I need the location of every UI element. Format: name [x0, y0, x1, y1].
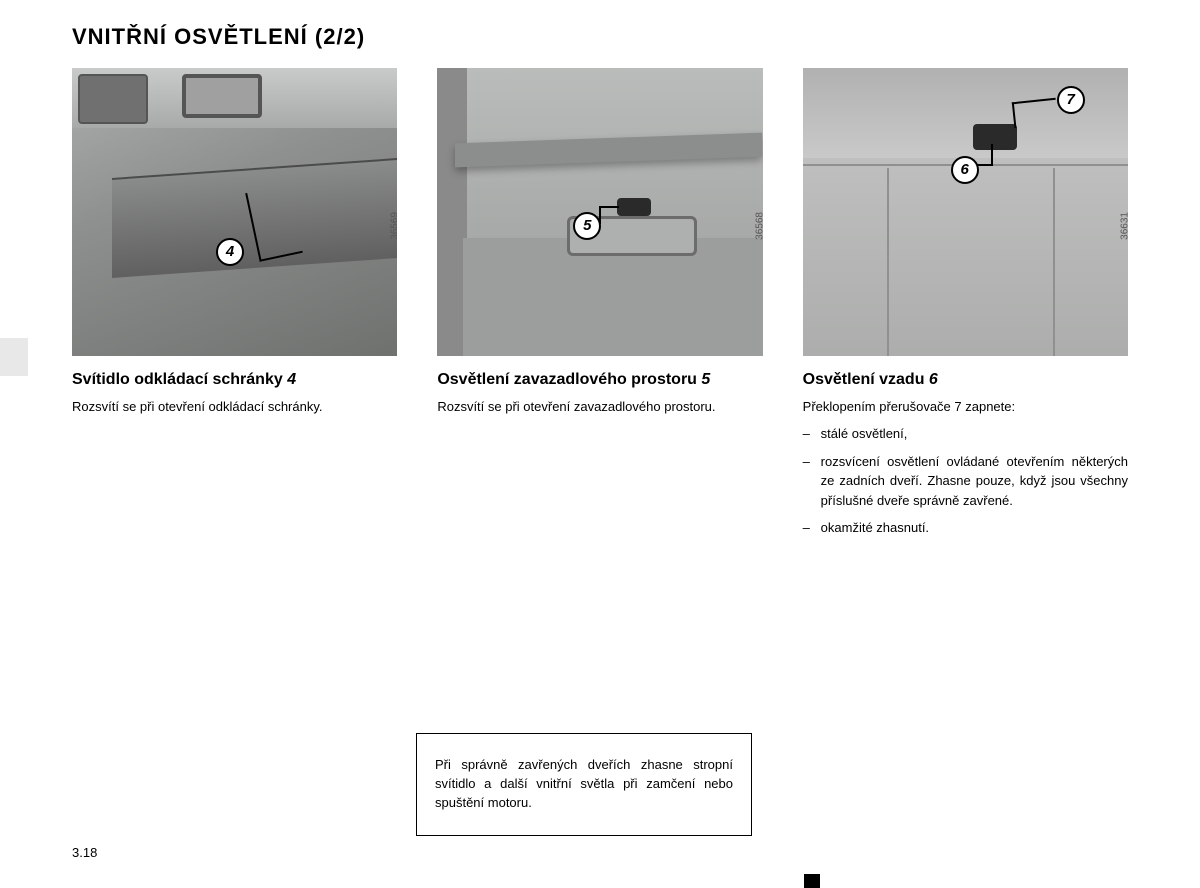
- list-item-text: okamžité zhasnutí.: [821, 518, 1128, 538]
- body-glovebox: Rozsvítí se při otevření odkládací schrá…: [72, 398, 397, 416]
- callout-4: 4: [216, 238, 244, 266]
- page-title: VNITŘNÍ OSVĚTLENÍ (2/2): [72, 24, 1128, 50]
- heading-num: 6: [929, 371, 938, 388]
- list-item: –okamžité zhasnutí.: [803, 518, 1128, 538]
- callout-6: 6: [951, 156, 979, 184]
- heading-num: 5: [701, 371, 710, 388]
- image-ref: 36568: [754, 212, 763, 240]
- note-box: Při správně zavřených dveřích zhasne str…: [416, 733, 752, 836]
- heading-text: Osvětlení zavazadlového prostoru: [437, 371, 701, 388]
- list-item-text: rozsvícení osvětlení ovládané otevřením …: [821, 452, 1128, 511]
- column-glovebox: 36569 4 Svítidlo odkládací schránky 4 Ro…: [72, 68, 397, 546]
- heading-text: Osvětlení vzadu: [803, 371, 929, 388]
- callout-7: 7: [1057, 86, 1085, 114]
- figure-luggage: 36568 5: [437, 68, 762, 356]
- heading-luggage: Osvětlení zavazadlového prostoru 5: [437, 370, 762, 390]
- side-tab: [0, 338, 28, 376]
- content-columns: 36569 4 Svítidlo odkládací schránky 4 Ro…: [72, 68, 1128, 546]
- figure-glovebox: 36569 4: [72, 68, 397, 356]
- image-ref: 36631: [1119, 212, 1128, 240]
- list-item: –stálé osvětlení,: [803, 424, 1128, 444]
- heading-glovebox: Svítidlo odkládací schránky 4: [72, 370, 397, 390]
- image-ref: 36569: [389, 212, 398, 240]
- page-number: 3.18: [72, 845, 97, 860]
- heading-num: 4: [287, 371, 296, 388]
- figure-rear: 36631 7 6: [803, 68, 1128, 356]
- column-luggage: 36568 5 Osvětlení zavazadlového prostoru…: [437, 68, 762, 546]
- footer-mark: [804, 874, 820, 888]
- list-item: –rozsvícení osvětlení ovládané otevřením…: [803, 452, 1128, 511]
- list-item-text: stálé osvětlení,: [821, 424, 1128, 444]
- column-rear: 36631 7 6 Osvětlení vzadu 6 Překlopením …: [803, 68, 1128, 546]
- body-rear-intro: Překlopením přerušovače 7 zapnete:: [803, 398, 1128, 416]
- list-rear: –stálé osvětlení, –rozsvícení osvětlení …: [803, 424, 1128, 538]
- heading-text: Svítidlo odkládací schránky: [72, 371, 287, 388]
- body-luggage: Rozsvítí se při otevření zavazadlového p…: [437, 398, 762, 416]
- heading-rear: Osvětlení vzadu 6: [803, 370, 1128, 390]
